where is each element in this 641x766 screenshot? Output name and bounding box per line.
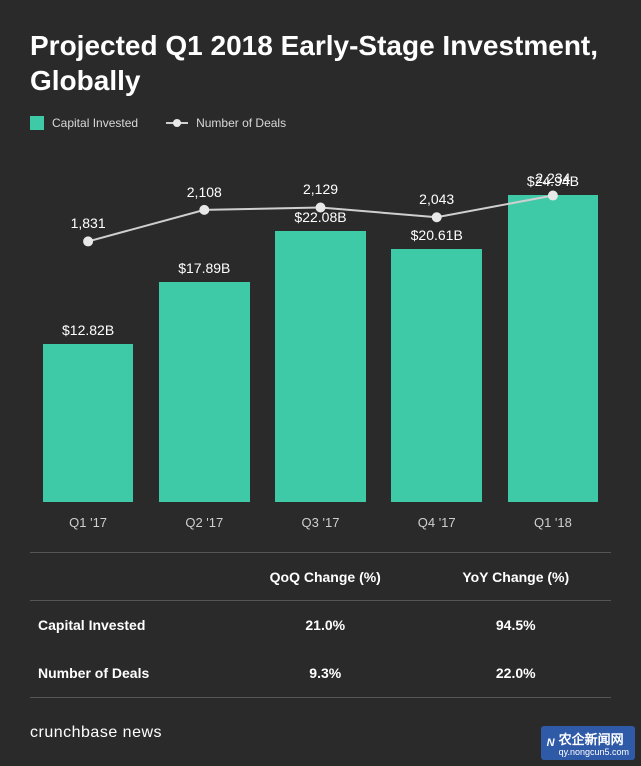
x-axis-label: Q3 '17: [262, 515, 378, 530]
legend: Capital Invested Number of Deals: [30, 116, 611, 130]
line-value-label: 2,129: [303, 181, 338, 197]
x-axis-labels: Q1 '17Q2 '17Q3 '17Q4 '17Q1 '18: [30, 515, 611, 530]
row-yoy: 94.5%: [421, 617, 612, 633]
row-yoy: 22.0%: [421, 665, 612, 681]
row-qoq: 21.0%: [230, 617, 421, 633]
legend-label-capital: Capital Invested: [52, 116, 138, 130]
change-table: QoQ Change (%) YoY Change (%) Capital In…: [30, 552, 611, 698]
line-value-label: 2,234: [535, 170, 570, 186]
table-header-row: QoQ Change (%) YoY Change (%): [30, 553, 611, 601]
legend-label-deals: Number of Deals: [196, 116, 286, 130]
row-label: Number of Deals: [30, 665, 230, 681]
watermark-url: qy.nongcun5.com: [559, 748, 629, 757]
line-value-label: 2,043: [419, 191, 454, 207]
line-point-labels: 1,831 2,108 2,129 2,043 2,234: [30, 170, 611, 502]
legend-marker-deals: [166, 116, 188, 130]
watermark-text: 农企新闻网: [559, 732, 624, 747]
chart-area: $12.82B$17.89B$22.08B$20.61B$24.94B 1,83…: [30, 140, 611, 530]
line-value-label: 2,108: [187, 184, 222, 200]
legend-swatch-capital: [30, 116, 44, 130]
x-axis-label: Q2 '17: [146, 515, 262, 530]
row-label: Capital Invested: [30, 617, 230, 633]
table-row: Number of Deals 9.3% 22.0%: [30, 649, 611, 697]
watermark: N 农企新闻网 qy.nongcun5.com: [541, 726, 635, 760]
chart-title: Projected Q1 2018 Early-Stage Investment…: [30, 28, 611, 98]
chart-container: Projected Q1 2018 Early-Stage Investment…: [0, 0, 641, 766]
legend-item-deals: Number of Deals: [166, 116, 286, 130]
legend-item-capital: Capital Invested: [30, 116, 138, 130]
x-axis-label: Q1 '17: [30, 515, 146, 530]
watermark-logo-icon: N: [547, 737, 555, 749]
x-axis-label: Q1 '18: [495, 515, 611, 530]
line-value-label: 1,831: [71, 215, 106, 231]
x-axis-label: Q4 '17: [379, 515, 495, 530]
table-header-yoy: YoY Change (%): [421, 569, 612, 585]
row-qoq: 9.3%: [230, 665, 421, 681]
table-row: Capital Invested 21.0% 94.5%: [30, 601, 611, 649]
footer-brand: crunchbase news: [30, 724, 611, 742]
table-header-qoq: QoQ Change (%): [230, 569, 421, 585]
